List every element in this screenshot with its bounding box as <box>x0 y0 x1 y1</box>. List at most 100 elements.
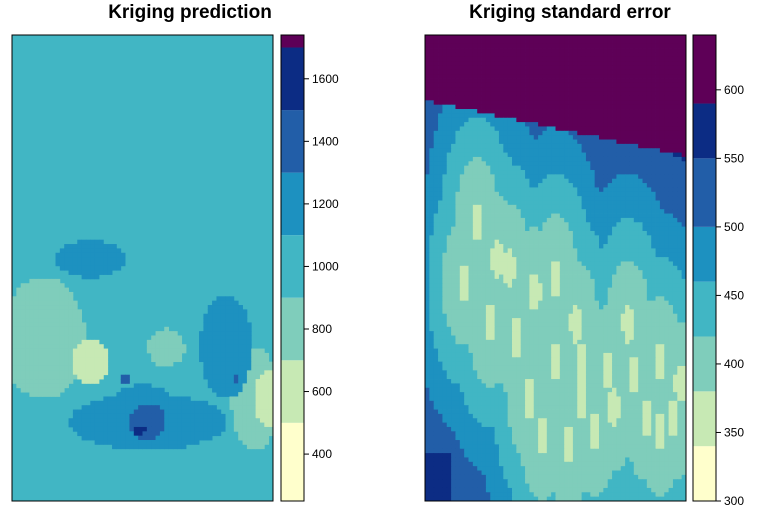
stderr-cell <box>568 222 574 228</box>
stderr-cell <box>555 174 561 180</box>
stderr-cell <box>642 65 648 71</box>
stderr-cell <box>425 252 430 258</box>
stderr-cell <box>529 56 535 62</box>
prediction-cell <box>229 400 235 406</box>
stderr-cell <box>459 235 465 241</box>
prediction-cell <box>42 283 48 288</box>
stderr-cell <box>612 287 617 293</box>
stderr-cell <box>633 209 639 214</box>
prediction-cell <box>146 444 152 450</box>
stderr-cell <box>681 191 687 197</box>
stderr-cell <box>599 165 604 171</box>
prediction-cell <box>72 270 78 275</box>
stderr-cell <box>485 278 491 284</box>
prediction-cell <box>90 370 96 376</box>
stderr-cell <box>533 283 539 288</box>
stderr-cell <box>507 82 513 88</box>
stderr-cell <box>629 183 635 188</box>
stderr-cell <box>581 48 587 53</box>
stderr-cell <box>607 239 613 245</box>
prediction-cell <box>207 379 213 384</box>
stderr-cell <box>603 82 609 88</box>
stderr-cell <box>477 191 482 197</box>
stderr-cell <box>542 239 548 245</box>
prediction-cell <box>155 418 161 424</box>
stderr-cell <box>612 265 617 271</box>
prediction-cell <box>29 300 35 306</box>
stderr-cell <box>572 52 578 58</box>
stderr-cell <box>485 82 491 88</box>
prediction-cell <box>212 431 217 437</box>
prediction-cell <box>203 361 209 367</box>
stderr-cell <box>520 287 526 293</box>
stderr-cell <box>516 226 522 232</box>
prediction-cell <box>203 405 209 410</box>
stderr-cell <box>481 287 487 293</box>
prediction-cell <box>112 400 117 406</box>
stderr-cell <box>512 139 517 145</box>
prediction-cell <box>229 339 235 345</box>
prediction-cell <box>25 335 30 341</box>
stderr-cell <box>433 291 439 297</box>
stderr-cell <box>620 100 626 106</box>
prediction-cell <box>229 313 235 319</box>
stderr-cell <box>642 82 648 88</box>
stderr-cell <box>438 87 443 93</box>
prediction-cell <box>238 331 243 336</box>
stderr-cell <box>607 191 613 197</box>
stderr-cell <box>659 65 665 71</box>
prediction-cell <box>64 291 69 297</box>
stderr-cell <box>620 183 626 188</box>
stderr-cell <box>581 191 587 197</box>
prediction-cell <box>85 265 91 271</box>
stderr-cell <box>464 226 469 232</box>
stderr-cell <box>629 126 635 132</box>
stderr-cell <box>538 252 543 258</box>
prediction-cell <box>33 392 39 397</box>
prediction-cell <box>90 409 96 415</box>
prediction-cell <box>138 413 143 419</box>
prediction-cell <box>42 309 48 315</box>
stderr-cell <box>646 196 652 201</box>
prediction-cell <box>268 365 274 371</box>
stderr-cell <box>664 161 669 167</box>
stderr-cell <box>651 178 656 184</box>
stderr-cell <box>633 178 639 184</box>
stderr-cell <box>551 226 556 232</box>
stderr-cell <box>672 217 678 223</box>
prediction-cell <box>172 440 178 445</box>
prediction-cell <box>85 413 91 419</box>
stderr-cell <box>490 104 495 110</box>
stderr-cell <box>425 239 430 245</box>
stderr-cell <box>638 52 643 58</box>
stderr-cell <box>655 69 661 75</box>
stderr-cell <box>668 69 674 75</box>
stderr-cell <box>503 65 509 71</box>
prediction-cell <box>164 331 169 336</box>
stderr-cell <box>538 122 543 127</box>
stderr-cell <box>668 222 674 228</box>
stderr-cell <box>572 78 578 84</box>
stderr-cell <box>438 122 443 127</box>
stderr-cell <box>677 239 683 245</box>
stderr-cell <box>477 252 482 258</box>
stderr-cell <box>603 226 609 232</box>
stderr-cell <box>512 287 517 293</box>
stderr-cell <box>585 130 591 136</box>
prediction-cell <box>55 283 61 288</box>
stderr-cell <box>525 217 530 223</box>
stderr-cell <box>529 283 535 288</box>
stderr-cell <box>599 287 604 293</box>
stderr-cell <box>551 265 556 271</box>
prediction-cell <box>146 339 152 345</box>
prediction-cell <box>64 265 69 271</box>
prediction-cell <box>25 383 30 389</box>
stderr-cell <box>555 135 561 140</box>
stderr-cell <box>464 156 469 162</box>
prediction-cell <box>242 313 248 319</box>
stderr-cell <box>472 187 478 193</box>
stderr-cell <box>642 61 648 66</box>
stderr-cell <box>468 95 474 101</box>
stderr-cell <box>625 130 630 136</box>
stderr-cell <box>525 257 530 262</box>
